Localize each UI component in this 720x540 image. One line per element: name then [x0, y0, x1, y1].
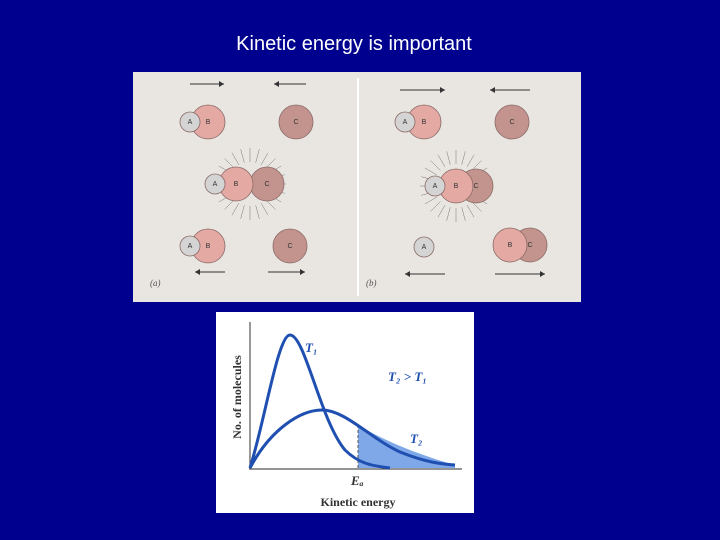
- impact-line: [424, 167, 438, 176]
- impact-line: [466, 204, 475, 218]
- collision-diagram: (a) (b) C B A C B A C B A C B A C B A A C B: [133, 72, 581, 302]
- atom-label: A: [188, 243, 193, 250]
- x-axis-label: Kinetic energy: [321, 495, 396, 509]
- atom: [492, 227, 528, 263]
- impact-line: [255, 149, 260, 163]
- atom-label: B: [234, 181, 239, 188]
- area-above-threshold: [358, 425, 455, 468]
- impact-line: [461, 151, 466, 165]
- atom-label: B: [454, 183, 459, 190]
- atom-label: C: [264, 181, 269, 188]
- curve-t2: [248, 408, 456, 469]
- atom: [424, 175, 446, 197]
- impact-line: [260, 202, 269, 216]
- atom: [413, 236, 435, 258]
- atom: [179, 111, 201, 133]
- atom-label: A: [213, 181, 218, 188]
- impact-line: [240, 205, 245, 219]
- impact-line: [424, 196, 438, 205]
- atom: [494, 104, 530, 140]
- arrow-head: [195, 269, 200, 275]
- atom-label: A: [422, 244, 427, 251]
- curve-label: T₂: [410, 431, 422, 446]
- arrow-head: [274, 81, 279, 87]
- atom-label: C: [509, 119, 514, 126]
- atom-label: A: [433, 183, 438, 190]
- panel-label: (a): [150, 278, 161, 288]
- atom: [278, 104, 314, 140]
- arrow-head: [490, 87, 495, 93]
- atom: [394, 111, 416, 133]
- arrow-head: [540, 271, 545, 277]
- atom-label: B: [422, 119, 427, 126]
- atom-label: A: [188, 119, 193, 126]
- impact-line: [231, 202, 240, 216]
- impact-line: [240, 149, 245, 163]
- impact-line: [471, 160, 482, 171]
- impact-line: [224, 199, 235, 210]
- impact-line: [430, 160, 441, 171]
- impact-line: [461, 207, 466, 221]
- impact-line: [471, 201, 482, 212]
- arrow-head: [405, 271, 410, 277]
- impact-line: [466, 154, 475, 168]
- arrow-head: [219, 81, 224, 87]
- atom-label: B: [206, 243, 211, 250]
- comparison-label: T₂ > T₁: [388, 369, 427, 384]
- impact-line: [437, 154, 446, 168]
- impact-line: [231, 152, 240, 166]
- atom: [204, 173, 226, 195]
- plot-background: [216, 312, 474, 513]
- arrow-head: [440, 87, 445, 93]
- energy-plot: T₁ T₂ T₂ > T₁ Eₐ Kinetic energy No. of m…: [216, 312, 474, 513]
- atom-label: C: [473, 183, 478, 190]
- atom-label: A: [403, 119, 408, 126]
- threshold-label: Eₐ: [350, 473, 364, 488]
- impact-line: [224, 158, 235, 169]
- impact-line: [430, 201, 441, 212]
- slide-title: Kinetic energy is important: [236, 33, 472, 55]
- atom: [179, 235, 201, 257]
- arrow-head: [300, 269, 305, 275]
- atom-label: C: [287, 243, 292, 250]
- atom-label: B: [508, 242, 513, 249]
- impact-line: [446, 207, 451, 221]
- y-axis-label: No. of molecules: [230, 355, 244, 439]
- curve-label: T₁: [305, 340, 317, 355]
- impact-line: [446, 151, 451, 165]
- impact-line: [437, 204, 446, 218]
- atom-label: C: [293, 119, 298, 126]
- panel-label: (b): [366, 278, 377, 288]
- atom: [272, 228, 308, 264]
- atom-label: C: [527, 242, 532, 249]
- atom-label: B: [206, 119, 211, 126]
- curve-t1: [248, 333, 391, 470]
- impact-line: [255, 205, 260, 219]
- impact-line: [260, 152, 269, 166]
